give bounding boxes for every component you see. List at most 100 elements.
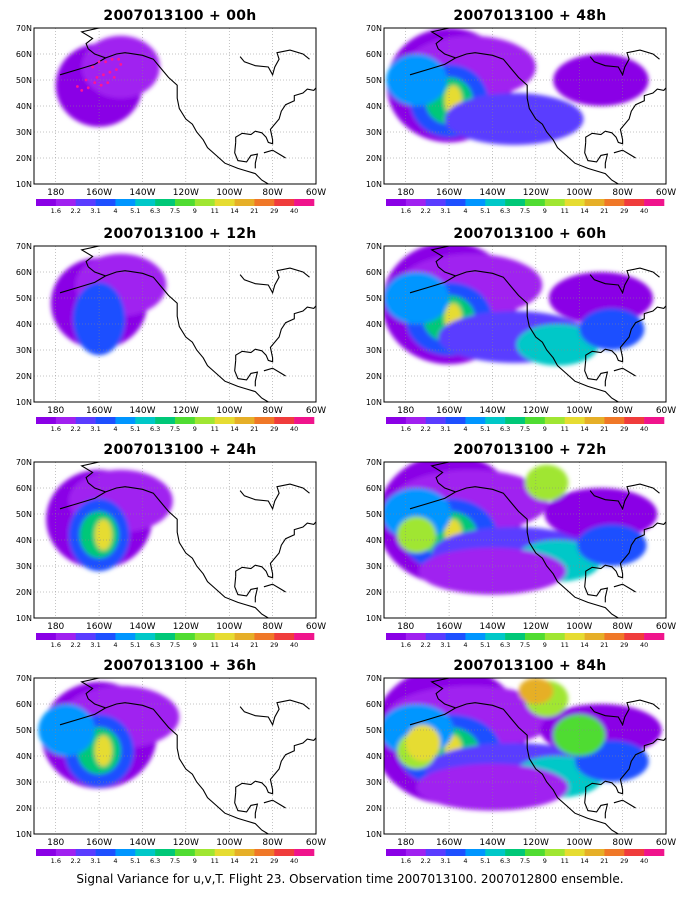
colorbar-label: 21 (600, 207, 608, 215)
colorbar-label: 3.1 (440, 641, 450, 649)
colorbar-label: 9 (543, 425, 547, 433)
colorbar-swatch (485, 849, 506, 856)
colorbar-swatch (505, 633, 526, 640)
panel-title: 2007013100 + 48h (453, 8, 607, 24)
colorbar-swatch (386, 849, 407, 856)
variance-field (34, 678, 316, 834)
lon-tick-label: 100W (566, 838, 592, 848)
map-panel-72h: 2007013100 + 72h 70N 60N 50N 40N 30N 20N 10N 18… (366, 442, 680, 652)
map-panel-60h: 2007013100 + 60h 70N 60N 50N 40N 30N 20N 10N 18… (366, 226, 680, 436)
colorbar-swatch (386, 633, 407, 640)
lon-tick-label: 120W (523, 622, 549, 632)
observation-point (104, 60, 107, 64)
colorbar-swatch (544, 633, 566, 640)
lon-tick-label: 80W (262, 838, 282, 848)
colorbar-swatch (525, 849, 546, 856)
lon-tick-label: 100W (566, 188, 592, 198)
colorbar-swatch (75, 417, 96, 424)
colorbar-label: 3.1 (440, 207, 450, 215)
colorbar-swatch (584, 199, 605, 206)
colorbar: 1.6 2.2 3.1 4 5.1 6.3 7.5 9 11 14 21 29 40 (36, 199, 315, 215)
lat-tick-label: 70N (16, 24, 32, 33)
lon-tick-label: 160W (436, 622, 462, 632)
colorbar-label: 29 (620, 857, 628, 865)
colorbar-swatch (155, 417, 176, 424)
lon-tick-label: 140W (479, 188, 505, 198)
colorbar-swatch (465, 199, 486, 206)
lon-tick-label: 140W (129, 622, 155, 632)
coastline (59, 246, 316, 402)
colorbar-swatch (564, 199, 585, 206)
colorbar-swatch (254, 633, 275, 640)
observation-point (86, 86, 90, 90)
colorbar-swatch (95, 633, 116, 640)
colorbar-label: 2.2 (71, 857, 81, 865)
colorbar-swatch (36, 633, 57, 640)
colorbar-label: 4 (463, 207, 467, 215)
colorbar-swatch (485, 417, 506, 424)
variance-map: 70N 60N 50N 40N 30N 20N 10N 180 160W 140W 120W 100W… (366, 24, 676, 215)
map-frame (383, 245, 667, 403)
lat-tick-label: 60N (366, 268, 382, 277)
colorbar-label: 1.6 (51, 641, 61, 649)
colorbar-swatch (294, 417, 315, 424)
gridlines (34, 462, 316, 618)
variance-field (384, 462, 666, 618)
lon-tick-label: 140W (479, 406, 505, 416)
colorbar-label: 6.3 (500, 641, 510, 649)
lat-tick-label: 70N (366, 458, 382, 467)
lon-tick-label: 60W (656, 406, 676, 416)
colorbar-swatch (485, 199, 506, 206)
colorbar-swatch (234, 849, 255, 856)
variance-field (34, 28, 316, 184)
colorbar-label: 40 (290, 425, 298, 433)
colorbar-label: 29 (620, 641, 628, 649)
lon-tick-label: 100W (566, 622, 592, 632)
lat-tick-label: 40N (366, 102, 382, 111)
coastline (59, 462, 316, 618)
colorbar: 1.6 2.2 3.1 4 5.1 6.3 7.5 9 11 14 21 29 40 (36, 417, 315, 433)
gridlines (34, 28, 316, 184)
lat-tick-label: 50N (366, 294, 382, 303)
colorbar-label: 14 (230, 857, 238, 865)
coastline (409, 462, 666, 618)
colorbar-label: 7.5 (520, 425, 530, 433)
observation-point (119, 63, 123, 66)
colorbar-label: 2.2 (71, 641, 81, 649)
variance-contour (405, 724, 441, 762)
lat-tick-label: 70N (366, 242, 382, 251)
lat-tick-label: 20N (16, 588, 32, 597)
map-frame (383, 461, 667, 619)
variance-map: 70N 60N 50N 40N 30N 20N 10N 180 160W 140W 120W 100W… (366, 242, 676, 433)
colorbar-label: 40 (640, 207, 648, 215)
colorbar-label: 29 (270, 641, 278, 649)
lat-tick-label: 60N (16, 268, 32, 277)
colorbar-label: 21 (600, 425, 608, 433)
colorbar-swatch (274, 849, 295, 856)
lat-tick-label: 10N (16, 398, 32, 407)
colorbar-label: 6.3 (150, 857, 160, 865)
lat-tick-label: 20N (366, 372, 382, 381)
colorbar-label: 11 (211, 641, 219, 649)
lon-tick-label: 60W (656, 838, 676, 848)
colorbar-label: 9 (193, 641, 197, 649)
lat-tick-label: 30N (366, 128, 382, 137)
colorbar-label: 6.3 (150, 207, 160, 215)
colorbar-label: 2.2 (421, 857, 431, 865)
colorbar-label: 14 (230, 641, 238, 649)
variance-contour (397, 516, 437, 553)
colorbar-swatch (644, 633, 665, 640)
lon-tick-label: 120W (523, 188, 549, 198)
colorbar-label: 4 (113, 207, 117, 215)
colorbar-swatch (405, 417, 427, 424)
observation-point (93, 81, 97, 84)
colorbar-swatch (544, 417, 566, 424)
colorbar-swatch (525, 417, 546, 424)
colorbar-label: 5.1 (480, 641, 490, 649)
lat-tick-label: 50N (366, 510, 382, 519)
map-frame (383, 27, 667, 185)
panel-title: 2007013100 + 84h (453, 658, 607, 674)
lon-tick-label: 140W (129, 188, 155, 198)
variance-field (384, 246, 666, 402)
variance-contour (525, 464, 569, 501)
